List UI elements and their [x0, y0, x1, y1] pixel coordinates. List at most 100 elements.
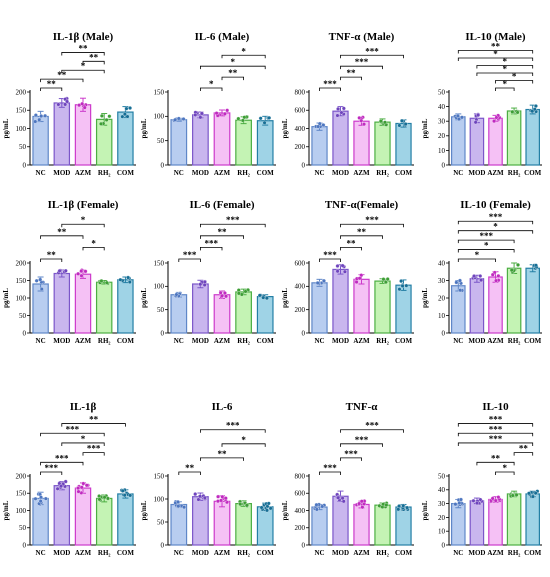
bar-NC — [311, 126, 328, 166]
significance-label: ** — [347, 238, 357, 248]
data-point — [267, 115, 272, 120]
data-point — [182, 505, 187, 510]
significance-bracket: ** — [40, 250, 63, 262]
y-tick-label: 400 — [295, 507, 306, 515]
y-tick-label: 400 — [295, 283, 306, 291]
bar-COM — [525, 108, 540, 166]
chart-panel-5: IL-1β (Female) 0 50 100 150 200 pg/mL NC MOD AZM R… — [2, 199, 136, 345]
data-point — [76, 271, 81, 276]
significance-bracket: *** — [200, 215, 266, 228]
y-tick-label: 40 — [438, 486, 446, 494]
bar-AZM — [213, 112, 231, 166]
data-point — [197, 494, 202, 499]
bar-COM — [395, 122, 412, 166]
bar-COM — [525, 493, 540, 546]
bar-COM — [117, 111, 134, 166]
category-label: RH₂ — [508, 337, 521, 345]
category-label: MOD — [468, 169, 485, 177]
category-label: RH₂ — [508, 549, 521, 557]
data-point — [516, 262, 520, 267]
bar-AZM — [74, 104, 92, 166]
data-point — [494, 278, 499, 283]
chart-title: IL-1β — [70, 401, 97, 413]
y-tick-label: 50 — [19, 524, 27, 532]
y-axis-label: pg/mL — [140, 500, 148, 520]
category-label: NC — [36, 337, 46, 345]
data-point — [99, 113, 104, 118]
category-label: AZM — [214, 169, 231, 177]
category-label: RH₂ — [508, 169, 521, 177]
bar-MOD — [53, 102, 71, 166]
bar-MOD — [469, 278, 485, 334]
y-axis-label: pg/mL — [281, 288, 289, 308]
data-point — [359, 273, 364, 278]
data-point — [453, 502, 458, 507]
category-label: AZM — [214, 337, 231, 345]
category-label: MOD — [53, 549, 70, 557]
significance-label: * — [503, 57, 508, 67]
data-point — [496, 495, 501, 500]
significance-label: ** — [218, 227, 228, 237]
data-point — [258, 116, 263, 121]
significance-bracket: ** — [178, 463, 201, 475]
significance-bracket: *** — [40, 463, 63, 475]
data-point — [533, 104, 538, 108]
y-tick-label: 0 — [23, 329, 27, 337]
significance-label: * — [81, 434, 86, 444]
data-point — [400, 284, 405, 288]
bar-MOD — [53, 485, 71, 546]
bar-RH₂ — [374, 280, 391, 334]
category-label: NC — [453, 549, 463, 557]
significance-label: *** — [355, 435, 369, 445]
data-point — [97, 497, 102, 502]
significance-label: *** — [323, 463, 337, 473]
y-tick-label: 150 — [16, 277, 27, 285]
significance-bracket: *** — [340, 46, 404, 59]
significance-label: * — [241, 46, 246, 56]
y-tick-label: 200 — [295, 524, 306, 532]
bar-COM — [256, 506, 274, 546]
category-label: NC — [174, 337, 184, 345]
category-label: RH₂ — [237, 169, 250, 177]
significance-bracket: *** — [319, 79, 341, 91]
significance-label: * — [209, 79, 214, 89]
data-point — [396, 507, 401, 512]
category-label: AZM — [75, 337, 92, 345]
data-point — [215, 499, 220, 504]
data-point — [314, 507, 319, 512]
data-point — [176, 116, 181, 121]
data-point — [63, 102, 68, 107]
data-point — [63, 268, 68, 273]
significance-bracket: *** — [200, 238, 223, 251]
category-label: MOD — [468, 549, 485, 557]
data-point — [99, 278, 104, 283]
significance-label: * — [512, 72, 517, 82]
y-tick-label: 800 — [295, 88, 306, 96]
significance-label: * — [503, 79, 508, 89]
data-point — [220, 494, 225, 499]
data-point — [236, 116, 241, 121]
bar-NC — [451, 503, 466, 546]
category-label: AZM — [487, 337, 504, 345]
data-point — [33, 496, 38, 501]
data-point — [118, 277, 123, 282]
significance-label: ** — [347, 68, 357, 78]
bar-AZM — [488, 498, 503, 546]
data-point — [39, 114, 44, 119]
bar-NC — [32, 115, 49, 166]
category-label: RH₂ — [376, 549, 389, 557]
data-point — [39, 287, 44, 292]
category-label: AZM — [214, 549, 231, 557]
category-label: COM — [524, 337, 542, 345]
significance-label: ** — [357, 227, 367, 237]
data-point — [220, 293, 225, 298]
category-label: COM — [257, 169, 275, 177]
category-label: NC — [314, 337, 324, 345]
y-axis-label: pg/mL — [2, 500, 10, 520]
y-tick-label: 150 — [16, 107, 27, 115]
y-tick-label: 0 — [442, 329, 446, 337]
data-point — [510, 493, 515, 498]
data-point — [490, 272, 495, 277]
bar-NC — [451, 285, 466, 334]
